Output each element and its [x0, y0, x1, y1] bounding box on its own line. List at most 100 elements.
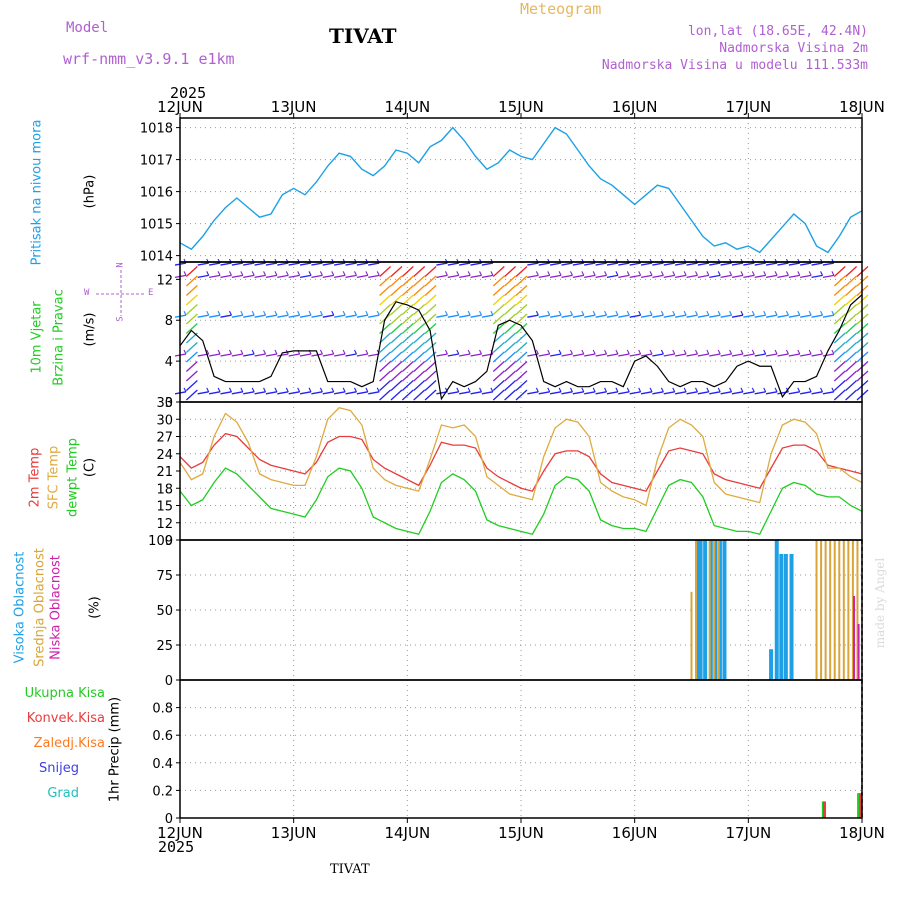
wind-barb — [308, 387, 312, 393]
wind-barb — [797, 310, 801, 316]
wind-barb — [797, 349, 801, 355]
y-tick-label-temp: 33 — [156, 396, 173, 411]
wind-barb — [709, 314, 721, 318]
wind-barb — [274, 387, 278, 393]
wind-barb — [640, 353, 653, 357]
wind-barb — [831, 271, 835, 276]
wind-barb — [629, 262, 641, 266]
wind-barb — [675, 274, 687, 278]
wind-barb — [379, 332, 392, 344]
precip-legend-total: Ukupna Kisa — [24, 686, 105, 701]
wind-barb — [356, 274, 368, 278]
wind-barb — [413, 275, 426, 287]
wind-barb — [729, 387, 733, 393]
wind-barb — [629, 274, 641, 278]
wind-barb — [504, 332, 517, 344]
wind-barb — [845, 370, 858, 382]
wind-barb — [379, 342, 392, 353]
wind-barb — [354, 387, 357, 393]
wind-barb — [263, 310, 267, 316]
wind-barb — [626, 271, 630, 276]
wind-barb — [833, 294, 846, 306]
wind-barb — [185, 285, 198, 296]
wind-barb — [675, 391, 687, 395]
pressure-line — [179, 126, 863, 254]
wind-barb — [220, 274, 232, 278]
wind-barb — [686, 274, 698, 278]
wind-barb — [584, 274, 596, 278]
wind-barb — [185, 304, 198, 315]
wind-barb — [231, 262, 243, 266]
wind-barb — [615, 310, 619, 316]
wind-barb — [401, 275, 414, 287]
wind-barb — [311, 391, 323, 395]
wind-barb — [808, 349, 812, 355]
wind-barb — [459, 274, 471, 278]
wind-barb — [527, 274, 539, 278]
wind-barb — [504, 323, 517, 334]
wind-barb — [299, 262, 312, 266]
wind-barb — [800, 262, 812, 266]
wind-barb — [308, 271, 312, 276]
y-tick-label-cloud: 75 — [156, 569, 173, 584]
wind-barb — [288, 353, 300, 357]
wind-barb — [231, 274, 243, 278]
wind-barb — [220, 262, 232, 266]
wind-barb — [490, 310, 494, 316]
wind-barb — [618, 391, 630, 395]
wind-barb — [288, 391, 300, 395]
wind-barb — [206, 387, 210, 393]
wind-barb — [774, 349, 778, 355]
precip-legend-conv: Konvek.Kisa — [26, 711, 105, 726]
wind-barb — [274, 310, 278, 316]
wind-barb — [629, 391, 641, 395]
wind-barb — [379, 294, 392, 306]
wind-barb — [731, 274, 744, 278]
wind-barb — [652, 391, 664, 395]
wind-barb — [740, 310, 744, 316]
wind-barb — [800, 314, 812, 318]
wind-barb — [706, 271, 710, 276]
wind-barb — [695, 387, 698, 393]
wind-barb — [243, 353, 255, 357]
wind-barb — [319, 387, 323, 393]
wind-barb — [606, 353, 619, 357]
wind-barb — [833, 389, 846, 401]
wind-barb — [504, 389, 517, 401]
wind-barb — [785, 271, 789, 276]
wind-barb — [785, 310, 789, 316]
wind-barb — [743, 262, 755, 266]
wind-barb — [675, 314, 687, 318]
wind-barb — [459, 353, 471, 357]
wind-barb — [322, 274, 334, 278]
wind-barb — [763, 349, 767, 355]
wind-barb — [695, 349, 698, 355]
wind-barb — [401, 323, 414, 334]
wind-barb — [504, 285, 517, 296]
wind-barb — [265, 391, 278, 395]
wind-barb — [265, 262, 278, 266]
wind-barb — [788, 353, 800, 357]
wind-barb — [413, 351, 426, 363]
cloud-high-bar — [717, 540, 722, 680]
wind-barb — [490, 271, 494, 276]
wind-barb — [697, 314, 709, 318]
wind-barb — [206, 349, 210, 355]
wind-barb — [413, 323, 426, 334]
wind-barb — [368, 314, 380, 318]
wind-barb — [652, 314, 664, 318]
wind-barb — [492, 389, 505, 401]
wind-barb — [368, 353, 380, 357]
wind-barb — [683, 349, 687, 355]
wind-barb — [288, 314, 300, 318]
wind-barb — [240, 349, 244, 355]
wind-barb — [345, 391, 357, 395]
cloud-mid-bar — [690, 591, 693, 680]
wind-barb — [720, 353, 732, 357]
wind-barb — [342, 310, 346, 316]
y-tick-label-wind: 8 — [165, 314, 173, 329]
wind-barb — [515, 275, 528, 287]
dewpt-temp-line — [179, 467, 863, 536]
wind-barb — [652, 274, 664, 278]
wind-barb — [240, 310, 244, 316]
